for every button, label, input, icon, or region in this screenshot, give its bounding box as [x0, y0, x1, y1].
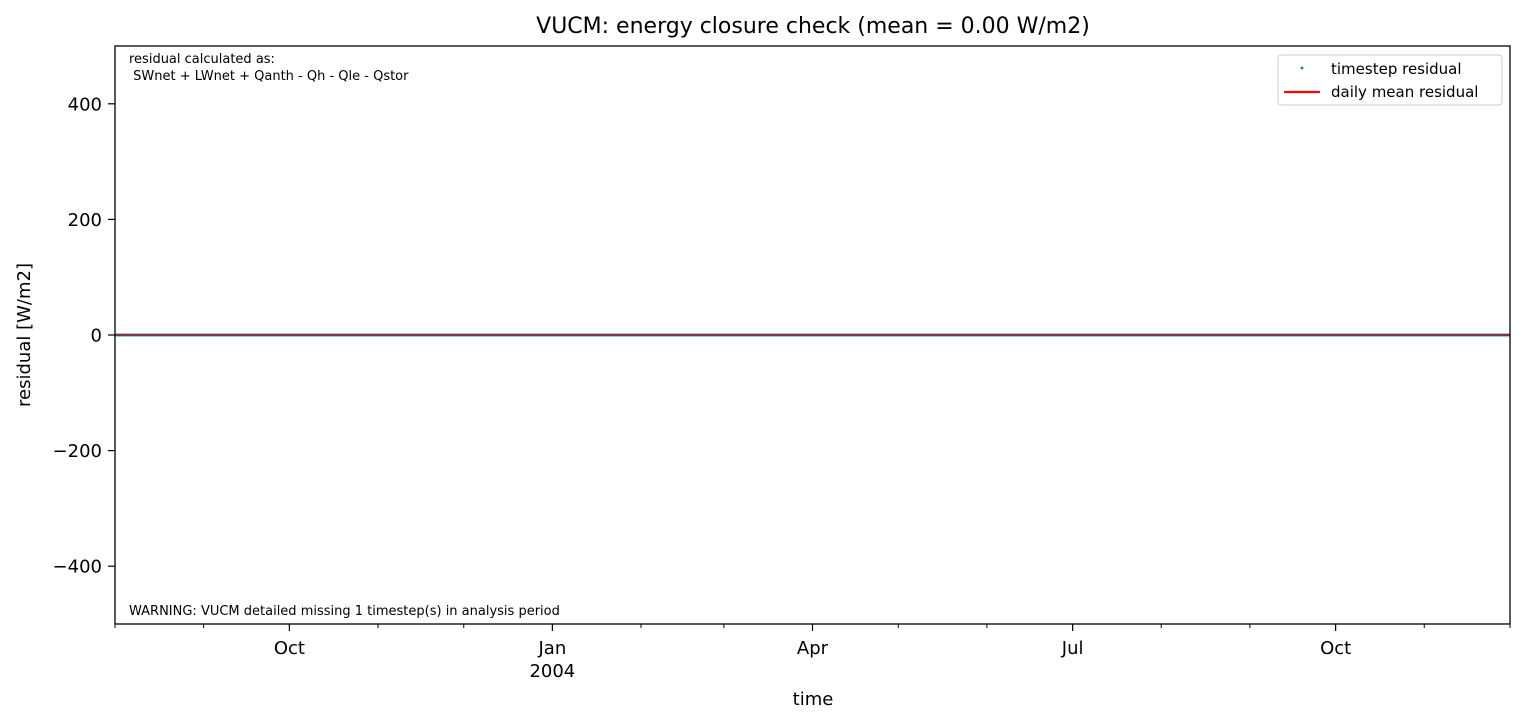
y-tick-label: 400	[68, 94, 102, 115]
x-tick-label: Oct	[274, 638, 305, 659]
x-tick-label: Jul	[1061, 638, 1084, 659]
y-tick-label: 200	[68, 210, 102, 231]
legend-marker-timestep-residual	[1300, 66, 1304, 70]
formula-annotation-line1: residual calculated as:	[129, 52, 275, 67]
legend: timestep residual daily mean residual	[1277, 54, 1503, 106]
legend-label-daily-mean-residual: daily mean residual	[1331, 83, 1478, 101]
y-tick-label: 0	[91, 326, 102, 347]
y-tick-label: −200	[53, 441, 102, 462]
legend-label-timestep-residual: timestep residual	[1331, 60, 1462, 78]
legend-box	[1277, 54, 1503, 106]
warning-annotation: WARNING: VUCM detailed missing 1 timeste…	[129, 604, 560, 619]
x-tick-sublabel: 2004	[529, 661, 575, 682]
y-axis: 400 200 0 −200 −400	[53, 94, 115, 578]
chart-title: VUCM: energy closure check (mean = 0.00 …	[536, 14, 1090, 39]
x-tick-label: Apr	[797, 638, 829, 659]
x-tick-label: Jan	[537, 638, 566, 659]
formula-annotation-line2: SWnet + LWnet + Qanth - Qh - Qle - Qstor	[129, 69, 409, 84]
y-axis-label: residual [W/m2]	[14, 263, 35, 407]
x-axis-label: time	[793, 689, 834, 710]
y-tick-label: −400	[53, 557, 102, 578]
x-tick-label: Oct	[1320, 638, 1351, 659]
